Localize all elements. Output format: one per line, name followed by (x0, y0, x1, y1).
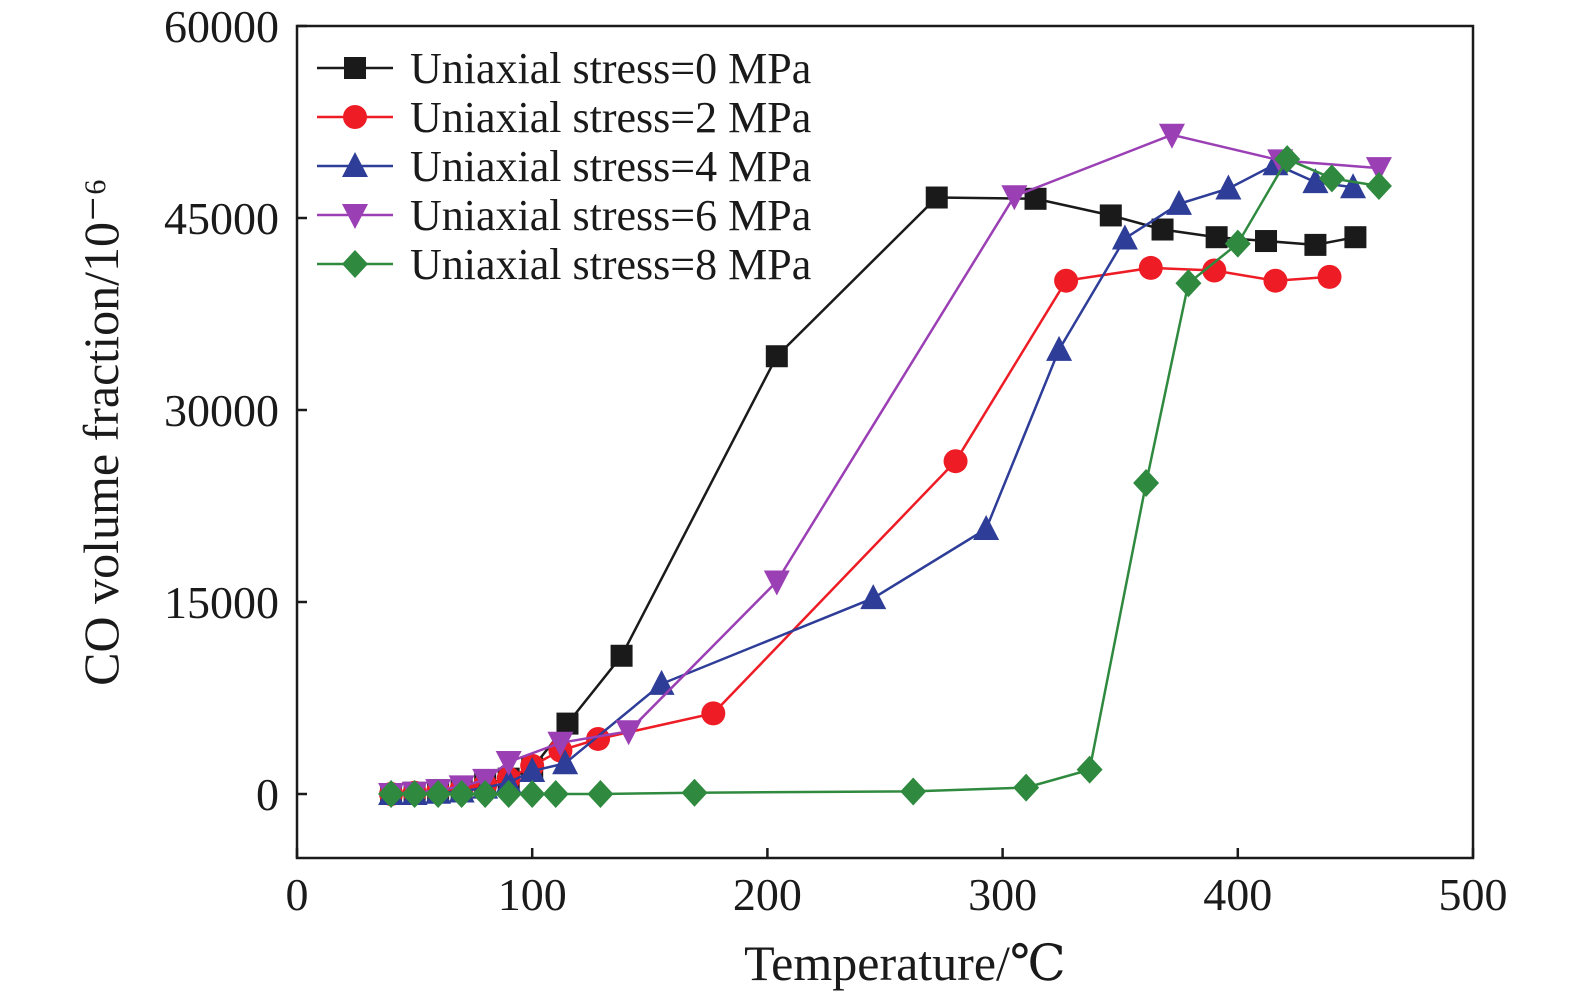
y-tick-label: 15000 (164, 577, 279, 628)
data-point (552, 749, 579, 775)
data-point (973, 515, 1000, 541)
x-tick-label: 300 (968, 869, 1037, 920)
data-point (1317, 264, 1342, 289)
data-point (860, 584, 887, 610)
data-point (1166, 189, 1192, 215)
legend-item: Uniaxial stress=4 MPa (317, 142, 811, 191)
data-point (1054, 268, 1079, 293)
data-point (378, 780, 405, 808)
y-tick-label: 0 (256, 769, 279, 820)
data-point (1263, 268, 1288, 293)
legend-marker (342, 152, 368, 177)
y-tick-label: 45000 (164, 193, 279, 244)
data-point (472, 780, 499, 808)
legend-item: Uniaxial stress=2 MPa (317, 93, 811, 142)
data-point (943, 449, 968, 474)
legend-label: Uniaxial stress=8 MPa (410, 240, 811, 289)
data-point (1158, 123, 1185, 149)
data-point (1274, 145, 1301, 174)
y-axis-title: CO volume fraction/10⁻⁶ (73, 178, 129, 686)
y-tick-label: 60000 (164, 1, 279, 52)
data-point (900, 777, 927, 806)
data-point (1138, 255, 1163, 280)
data-point (542, 780, 569, 808)
legend-marker (342, 204, 368, 229)
data-point (1255, 230, 1278, 253)
data-point (1133, 468, 1160, 497)
legend-item: Uniaxial stress=6 MPa (317, 191, 811, 240)
data-point (615, 720, 642, 746)
data-point (1175, 269, 1202, 298)
x-axis-title: Temperature/℃ (744, 935, 1066, 991)
data-point (401, 780, 428, 808)
data-point (925, 186, 948, 209)
legend-marker (342, 250, 368, 278)
data-point (587, 780, 614, 808)
data-point (1013, 773, 1040, 802)
y-tick-label: 30000 (164, 385, 279, 436)
legend-label: Uniaxial stress=2 MPa (410, 93, 811, 142)
data-point (1046, 335, 1073, 361)
data-point (547, 731, 574, 757)
legend-label: Uniaxial stress=0 MPa (410, 44, 811, 93)
legend-label: Uniaxial stress=4 MPa (410, 142, 811, 191)
data-point (1111, 224, 1138, 250)
data-point (556, 712, 579, 735)
legend-item: Uniaxial stress=0 MPa (317, 44, 811, 93)
x-tick-label: 200 (733, 869, 802, 920)
data-point (495, 751, 522, 776)
legend-label: Uniaxial stress=6 MPa (410, 191, 811, 240)
data-point (1151, 218, 1174, 241)
legend-marker (343, 105, 367, 129)
data-point (701, 701, 726, 726)
data-point (763, 570, 790, 596)
data-point (425, 780, 452, 808)
data-point (586, 726, 611, 751)
data-point (1076, 755, 1103, 784)
data-point (1318, 164, 1345, 193)
data-point (648, 669, 675, 695)
data-point (1224, 229, 1251, 258)
data-point (1340, 173, 1367, 199)
legend-marker (344, 57, 366, 79)
y-axis: 0 15000 30000 45000 60000 (164, 1, 307, 820)
x-tick-label: 500 (1439, 869, 1508, 920)
data-point (1344, 226, 1367, 249)
data-point (1202, 258, 1227, 283)
data-point (1304, 233, 1327, 256)
plot-series-layer (378, 123, 1392, 808)
data-point (1365, 172, 1392, 200)
x-axis: 0 100 200 300 400 500 (286, 848, 1508, 920)
data-point (1365, 157, 1392, 183)
series-1 (379, 255, 1342, 806)
x-tick-label: 400 (1203, 869, 1272, 920)
data-point (1001, 185, 1028, 211)
data-point (519, 756, 546, 782)
data-point (1099, 204, 1122, 227)
plot-area-frame (295, 24, 1475, 860)
data-point (1215, 174, 1242, 200)
data-point (765, 345, 788, 368)
data-point (1302, 168, 1329, 194)
data-point (1205, 226, 1228, 249)
data-point (681, 778, 708, 807)
data-point (448, 780, 475, 808)
x-tick-label: 0 (286, 869, 309, 920)
data-point (519, 780, 546, 808)
series-line (391, 266, 1330, 796)
legend-item: Uniaxial stress=8 MPa (317, 240, 811, 289)
data-point (495, 780, 522, 808)
data-point (1024, 187, 1047, 210)
x-tick-label: 100 (498, 869, 567, 920)
series-4 (378, 145, 1392, 808)
data-point (610, 644, 633, 667)
